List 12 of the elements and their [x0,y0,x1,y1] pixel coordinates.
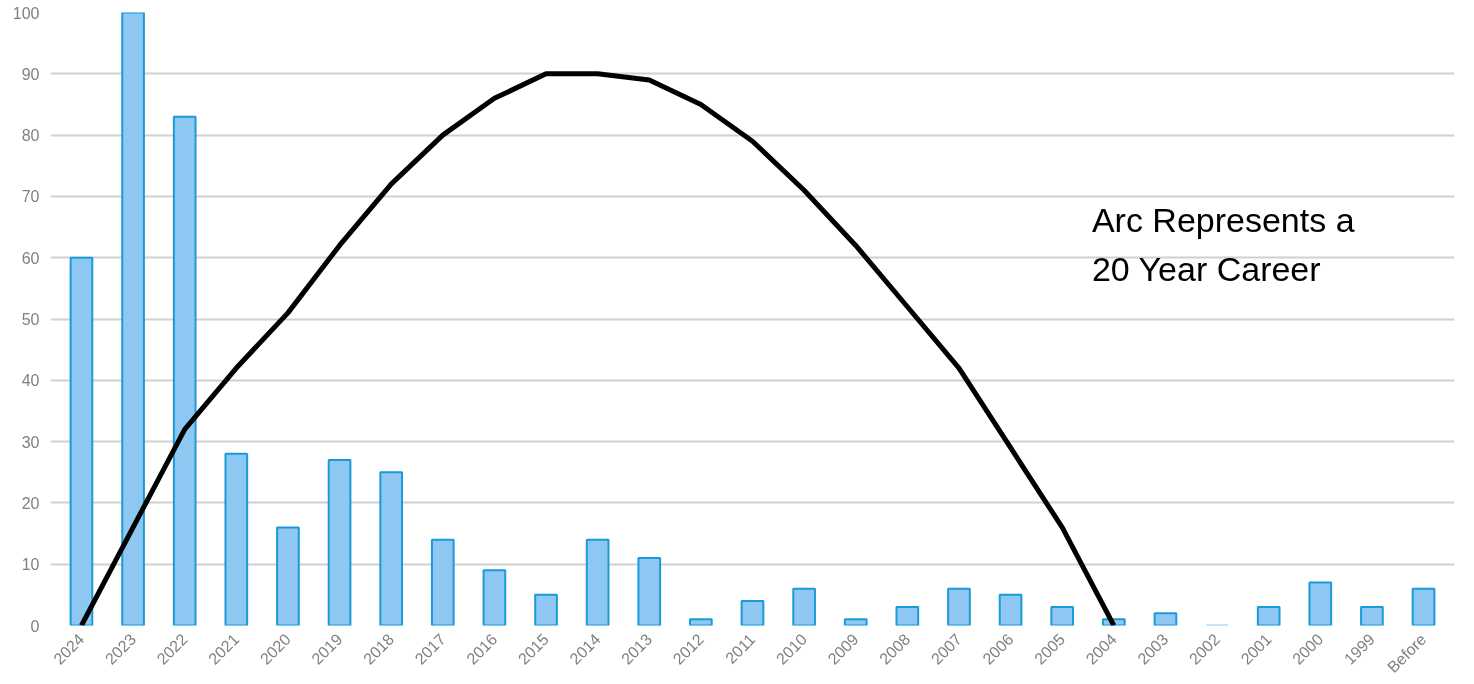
y-tick-label: 90 [21,65,40,83]
y-tick-label: 80 [21,127,40,145]
y-tick-label: 30 [21,433,40,451]
y-tick-label: 50 [21,311,40,328]
y-tick-label: 20 [21,494,40,512]
y-tick-label: 10 [21,556,40,574]
y-tick-label: 100 [12,4,40,22]
annotation: Arc Represents a 20 Year Career [1091,200,1355,289]
y-tick-label: 60 [21,249,40,267]
y-tick-label: 40 [21,372,40,390]
y-tick-label: 70 [21,188,40,206]
y-tick-label: 0 [30,617,40,635]
